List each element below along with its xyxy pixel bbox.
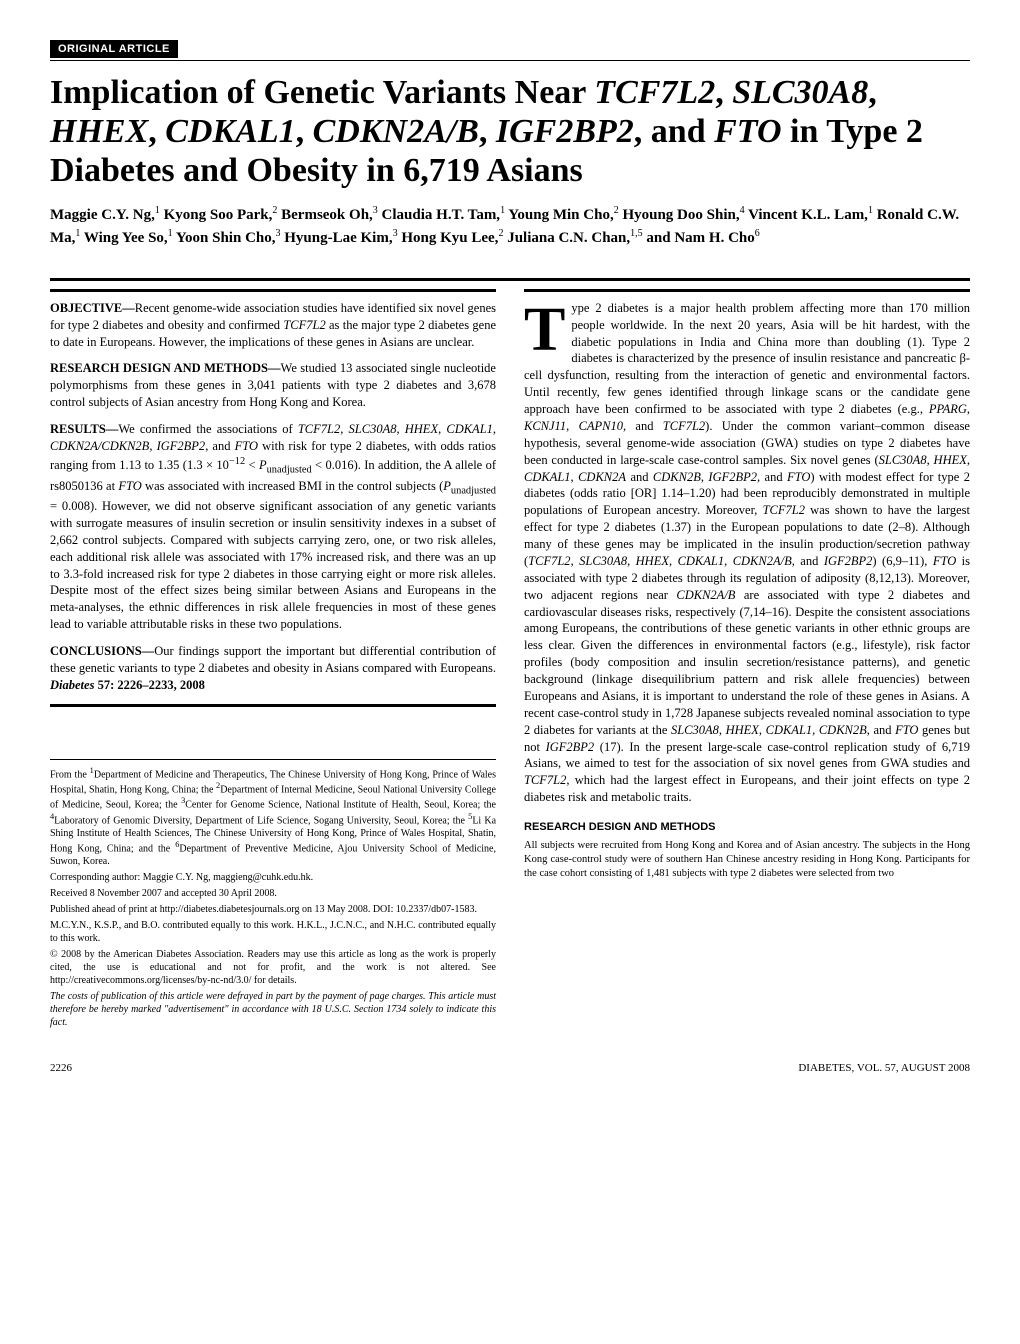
title-divider bbox=[50, 60, 970, 61]
footnote-copyright: © 2008 by the American Diabetes Associat… bbox=[50, 948, 496, 987]
footnotes: From the 1Department of Medicine and The… bbox=[50, 766, 496, 1030]
authors-list: Maggie C.Y. Ng,1 Kyong Soo Park,2 Bermse… bbox=[50, 204, 970, 250]
methods-paragraph: All subjects were recruited from Hong Ko… bbox=[524, 839, 970, 882]
footnote-corresponding: Corresponding author: Maggie C.Y. Ng, ma… bbox=[50, 871, 496, 884]
footnote-affiliations: From the 1Department of Medicine and The… bbox=[50, 766, 496, 869]
left-column: OBJECTIVE—Recent genome-wide association… bbox=[50, 289, 496, 1033]
main-rule-top bbox=[50, 278, 970, 281]
abstract-conclusions: CONCLUSIONS—Our findings support the imp… bbox=[50, 643, 496, 694]
footnote-received: Received 8 November 2007 and accepted 30… bbox=[50, 887, 496, 900]
intro-paragraph: Type 2 diabetes is a major health proble… bbox=[524, 300, 970, 806]
footnote-contribution: M.C.Y.N., K.S.P., and B.O. contributed e… bbox=[50, 919, 496, 945]
abstract-rule-bottom bbox=[50, 704, 496, 707]
article-label-badge: ORIGINAL ARTICLE bbox=[50, 40, 178, 58]
footnote-published: Published ahead of print at http://diabe… bbox=[50, 903, 496, 916]
abstract-rule-top bbox=[50, 289, 496, 292]
article-title: Implication of Genetic Variants Near TCF… bbox=[50, 73, 970, 190]
right-column: Type 2 diabetes is a major health proble… bbox=[524, 289, 970, 1033]
abstract-methods: RESEARCH DESIGN AND METHODS—We studied 1… bbox=[50, 360, 496, 411]
footnote-rule bbox=[50, 759, 496, 760]
body-rule-top bbox=[524, 289, 970, 292]
page-footer: 2226 DIABETES, VOL. 57, AUGUST 2008 bbox=[50, 1062, 970, 1074]
intro-text: ype 2 diabetes is a major health problem… bbox=[524, 301, 970, 804]
footnote-costs: The costs of publication of this article… bbox=[50, 990, 496, 1029]
page-number: 2226 bbox=[50, 1062, 72, 1074]
dropcap-T: T bbox=[524, 300, 571, 357]
methods-heading: RESEARCH DESIGN AND METHODS bbox=[524, 820, 970, 835]
journal-citation: DIABETES, VOL. 57, AUGUST 2008 bbox=[798, 1062, 970, 1074]
abstract-results: RESULTS—We confirmed the associations of… bbox=[50, 421, 496, 633]
abstract-objective: OBJECTIVE—Recent genome-wide association… bbox=[50, 300, 496, 351]
